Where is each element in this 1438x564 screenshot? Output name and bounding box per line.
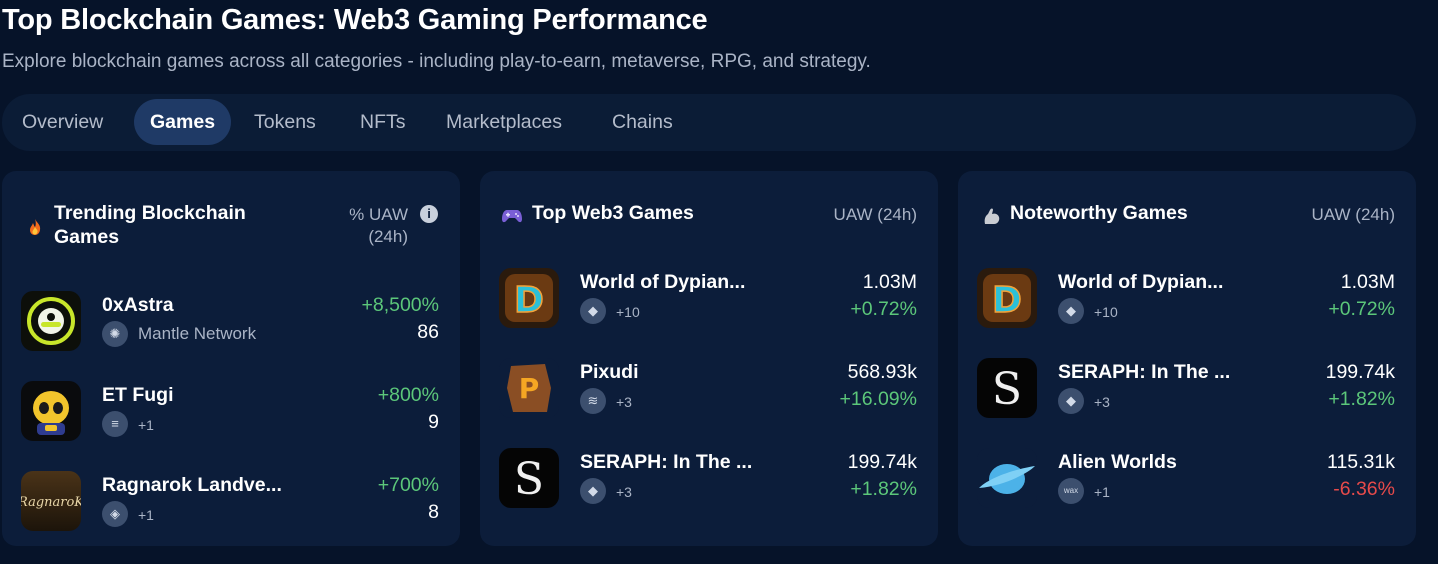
svg-text:S: S [992, 364, 1022, 415]
game-row[interactable]: P Pixudi ≋ +3 568.93k +16.09% [480, 358, 938, 420]
uaw-value: 115.31k [1327, 451, 1395, 473]
game-name[interactable]: World of Dypian... [1058, 271, 1224, 293]
ethereum-chain-icon: ◆ [1058, 388, 1084, 414]
uaw-value: 568.93k [847, 361, 917, 383]
uaw-value: 8 [428, 501, 439, 523]
metric-header-line1: % UAW [349, 205, 408, 224]
more-chains-count: +1 [1094, 484, 1110, 500]
game-row[interactable]: ET Fugi ≡ +1 +800% 9 [2, 381, 460, 443]
game-name[interactable]: Pixudi [580, 361, 639, 383]
svg-text:D: D [514, 280, 544, 321]
svg-text:RagnaroK: RagnaroK [21, 495, 81, 510]
game-avatar-seraph: S [499, 448, 559, 508]
game-avatar-world-of-dypians: D [977, 268, 1037, 328]
svg-text:S: S [514, 454, 544, 505]
uaw-change: +0.72% [1328, 298, 1395, 320]
page-title: Top Blockchain Games: Web3 Gaming Perfor… [2, 4, 708, 36]
more-chains-count: +10 [616, 304, 640, 320]
chain-name: Mantle Network [138, 324, 257, 343]
game-name[interactable]: 0xAstra [102, 294, 174, 316]
uaw-change: +0.72% [850, 298, 917, 320]
game-name[interactable]: World of Dypian... [580, 271, 746, 293]
uaw-change: +700% [377, 474, 439, 496]
solana-chain-icon: ≡ [102, 411, 128, 437]
tab-nfts[interactable]: NFTs [360, 111, 406, 133]
ethereum-chain-icon: ◆ [580, 478, 606, 504]
card-title: Trending Blockchain Games [54, 201, 246, 249]
metric-header-line2: (24h) [368, 227, 408, 246]
card-title: Noteworthy Games [1010, 202, 1188, 224]
page-subtitle: Explore blockchain games across all cate… [2, 51, 871, 72]
more-chains-count: +3 [616, 484, 632, 500]
category-tabs: Overview Games Tokens NFTs Marketplaces … [2, 94, 1416, 151]
tab-games[interactable]: Games [134, 99, 232, 145]
card-title-line2: Games [54, 226, 120, 248]
game-row[interactable]: S SERAPH: In The ... ◆ +3 199.74k +1.82% [480, 448, 938, 510]
more-chains-count: +3 [616, 394, 632, 410]
game-row[interactable]: D World of Dypian... ◆ +10 1.03M +0.72% [480, 268, 938, 330]
ethereum-chain-icon: ◆ [1058, 298, 1084, 324]
game-avatar-world-of-dypians: D [499, 268, 559, 328]
top-web3-games-card: Top Web3 Games UAW (24h) D World of Dypi… [480, 171, 938, 546]
trending-games-card: Trending Blockchain Games % UAW (24h) i … [2, 171, 460, 546]
card-title-line1: Trending Blockchain [54, 202, 246, 224]
tab-chains[interactable]: Chains [612, 111, 673, 133]
card-title: Top Web3 Games [532, 202, 694, 224]
uaw-value: 199.74k [1325, 361, 1395, 383]
uaw-value: 199.74k [847, 451, 917, 473]
game-name[interactable]: Alien Worlds [1058, 451, 1177, 473]
uaw-change: +1.82% [850, 478, 917, 500]
uaw-value: 1.03M [1340, 271, 1395, 293]
uaw-value: 9 [428, 411, 439, 433]
uaw-change: -6.36% [1333, 478, 1395, 500]
uaw-change: +800% [377, 384, 439, 406]
tab-tokens[interactable]: Tokens [254, 111, 316, 133]
tab-overview[interactable]: Overview [22, 111, 104, 133]
game-row[interactable]: D World of Dypian... ◆ +10 1.03M +0.72% [958, 268, 1416, 330]
uaw-value: 86 [417, 321, 439, 343]
wax-chain-icon: wax [1058, 478, 1084, 504]
game-name[interactable]: ET Fugi [102, 384, 174, 406]
game-avatar-0xastra [21, 291, 81, 351]
fire-icon [30, 219, 41, 235]
game-row[interactable]: S SERAPH: In The ... ◆ +3 199.74k +1.82% [958, 358, 1416, 420]
svg-text:P: P [519, 372, 540, 405]
svg-text:D: D [992, 280, 1022, 321]
uaw-change: +16.09% [839, 388, 917, 410]
tab-marketplaces[interactable]: Marketplaces [446, 111, 562, 133]
uaw-change: +1.82% [1328, 388, 1395, 410]
game-avatar-ragnarok: RagnaroK [21, 471, 81, 531]
noteworthy-games-card: Noteworthy Games UAW (24h) D World of Dy… [958, 171, 1416, 546]
game-row[interactable]: 0xAstra ✺ Mantle Network +8,500% 86 [2, 291, 460, 353]
metric-header: % UAW (24h) [349, 204, 408, 248]
game-avatar-et-fugi [21, 381, 81, 441]
metric-header: UAW (24h) [1311, 205, 1395, 224]
game-avatar-seraph: S [977, 358, 1037, 418]
metric-header: UAW (24h) [833, 205, 917, 224]
game-name[interactable]: SERAPH: In The ... [1058, 361, 1231, 383]
uaw-change: +8,500% [361, 294, 439, 316]
game-row[interactable]: Alien Worlds wax +1 115.31k -6.36% [958, 448, 1416, 510]
sui-chain-icon: ≋ [580, 388, 606, 414]
more-chains-count: +1 [138, 507, 154, 523]
uaw-value: 1.03M [862, 271, 917, 293]
mantle-chain-icon: ✺ [102, 321, 128, 347]
flexed-arm-icon [984, 208, 1000, 224]
ethereum-chain-icon: ◆ [580, 298, 606, 324]
gamepad-icon [502, 210, 522, 223]
game-name[interactable]: SERAPH: In The ... [580, 451, 753, 473]
game-avatar-pixudi: P [499, 358, 559, 418]
more-chains-count: +10 [1094, 304, 1118, 320]
more-chains-count: +3 [1094, 394, 1110, 410]
more-chains-count: +1 [138, 417, 154, 433]
info-icon[interactable]: i [420, 205, 438, 223]
game-row[interactable]: RagnaroK Ragnarok Landve... ◈ +1 +700% 8 [2, 471, 460, 533]
game-name[interactable]: Ragnarok Landve... [102, 474, 282, 496]
game-avatar-alien-worlds [977, 448, 1037, 508]
bnb-chain-icon: ◈ [102, 501, 128, 527]
